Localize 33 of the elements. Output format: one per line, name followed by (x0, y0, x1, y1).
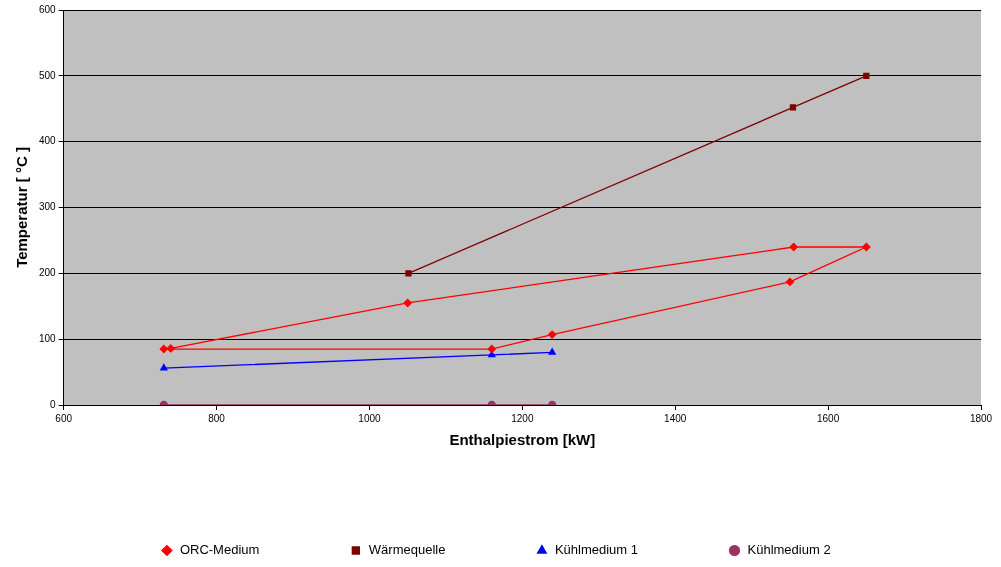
point (862, 242, 871, 252)
y-tick-label: 100 (39, 332, 57, 344)
y-tick-label: 200 (39, 267, 57, 279)
point (403, 298, 412, 308)
y-tick-label: 300 (39, 201, 57, 213)
y-tick-label: 400 (39, 135, 57, 147)
legend-label: Kühlmedium 1 (554, 542, 639, 558)
legend-label: Kühlmedium 2 (747, 542, 831, 558)
x-tick-label: 1000 (358, 412, 382, 424)
point (789, 104, 797, 111)
point (548, 330, 557, 339)
point (159, 344, 168, 354)
x-tick-label: 600 (55, 412, 73, 424)
point (166, 344, 175, 353)
point (789, 242, 798, 252)
y-axis-title: Temperatur [ °C ] (13, 147, 31, 268)
point (863, 72, 870, 79)
y-tick-label: 600 (39, 3, 57, 15)
point (785, 277, 795, 287)
y-tick-label: 500 (39, 69, 57, 81)
point (487, 344, 496, 354)
legend-label: ORC-Medium (179, 542, 260, 558)
x-tick-label: 1800 (969, 412, 993, 424)
x-tick-label: 800 (208, 412, 226, 424)
x-tick-label: 1200 (511, 412, 534, 424)
point (405, 270, 412, 277)
point (160, 363, 168, 371)
y-tick-label: 0 (50, 398, 57, 410)
point (548, 348, 556, 355)
x-axis-title: Enthalpiestrom [kW] (449, 431, 596, 449)
legend-label: Wärmequelle (368, 542, 446, 558)
x-tick-label: 1400 (664, 412, 687, 424)
x-tick-label: 1600 (816, 412, 840, 424)
